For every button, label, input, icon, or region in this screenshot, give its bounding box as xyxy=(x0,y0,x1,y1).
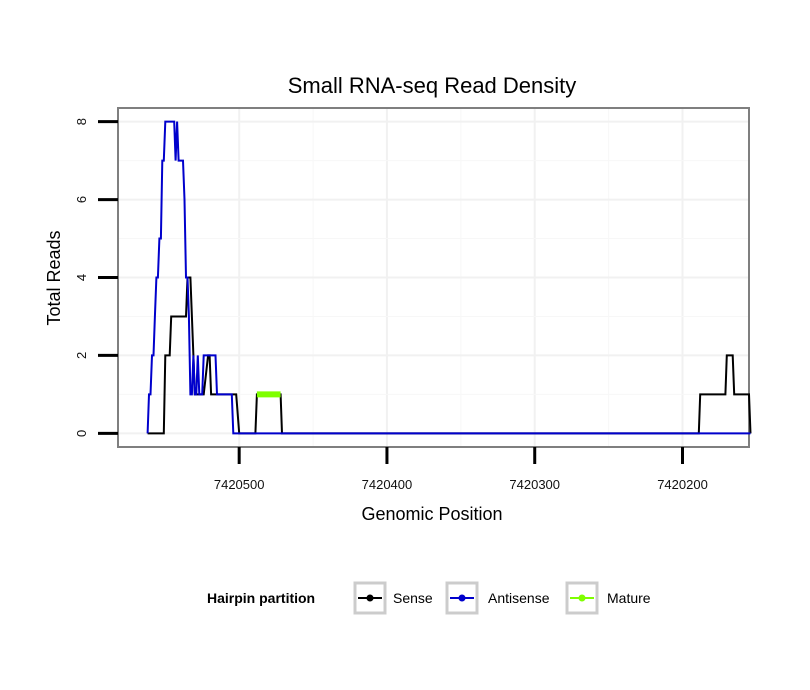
y-tick-label-3: 6 xyxy=(74,196,89,203)
y-tick-label-2: 4 xyxy=(74,274,89,281)
x-tick-label-3: 7420200 xyxy=(657,477,708,492)
y-tick-label-4: 8 xyxy=(74,118,89,125)
y-axis-title: Total Reads xyxy=(44,230,64,325)
legend-dot-mature xyxy=(578,594,586,602)
y-axis-ticks: 0 2 4 6 8 xyxy=(74,118,118,437)
x-tick-label-0: 7420500 xyxy=(214,477,265,492)
series-antisense-line xyxy=(146,120,751,435)
chart-title: Small RNA-seq Read Density xyxy=(288,73,577,98)
x-tick-label-1: 7420400 xyxy=(362,477,413,492)
y-tick-label-1: 2 xyxy=(74,352,89,359)
legend-dot-sense xyxy=(366,594,374,602)
x-tick-label-2: 7420300 xyxy=(509,477,560,492)
grid xyxy=(118,108,749,447)
y-tick-label-0: 0 xyxy=(74,430,89,437)
x-axis-ticks: 7420500 7420400 7420300 7420200 xyxy=(214,447,708,492)
legend-label-antisense: Antisense xyxy=(488,590,550,606)
x-axis-title: Genomic Position xyxy=(361,504,502,524)
series-layer xyxy=(146,120,752,435)
legend-label-sense: Sense xyxy=(393,590,433,606)
legend-label-mature: Mature xyxy=(607,590,651,606)
legend-items: Sense Antisense Mature xyxy=(353,581,651,615)
legend-key-mature xyxy=(565,581,599,615)
legend-title: Hairpin partition xyxy=(207,590,315,606)
legend-dot-antisense xyxy=(458,594,466,602)
legend: Hairpin partition Sense Antisense Mature xyxy=(207,581,651,615)
